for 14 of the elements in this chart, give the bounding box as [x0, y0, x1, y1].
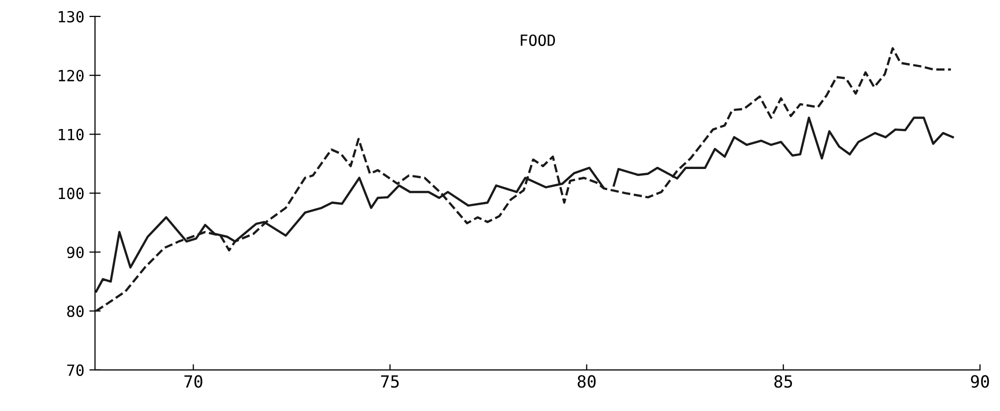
line-series [95, 47, 952, 312]
text: FOOD [520, 34, 555, 46]
y-tick-label: 100 [58, 188, 84, 200]
y-tick-label: 130 [58, 10, 84, 22]
x-tick-label: 80 [578, 375, 596, 388]
x-tick-label: 75 [381, 375, 399, 388]
x-tick-label: 85 [774, 375, 792, 388]
y-tick-label: 110 [58, 128, 84, 140]
y-tick-label: 120 [58, 70, 84, 82]
x-tick-label: 70 [184, 375, 202, 388]
y-tick-label: 80 [67, 305, 84, 318]
y-tick-label: 70 [67, 364, 84, 376]
x-tick-label: 90 [971, 375, 989, 388]
y-tick-label: 90 [67, 246, 84, 258]
